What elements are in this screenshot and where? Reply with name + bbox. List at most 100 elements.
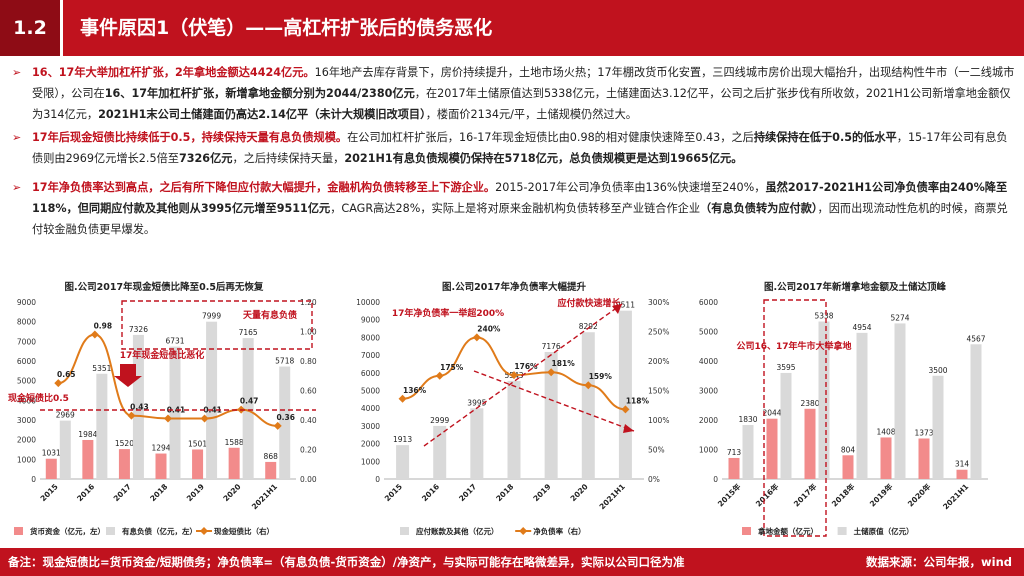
- x-tick-label: 2020: [221, 482, 242, 503]
- y-tick-label: 2000: [17, 436, 36, 445]
- bar: [118, 449, 130, 479]
- line-value-label: 159%: [589, 372, 613, 381]
- bar: [780, 372, 792, 479]
- bar-value-label: 4567: [966, 334, 985, 343]
- annotation-label: 天量有息负债: [243, 309, 297, 321]
- bullet-item: ➢ 16、17年大举加杠杆扩张，2年拿地金额达4424亿元。16年地产去库存背景下…: [8, 62, 1016, 125]
- bar-value-label: 2380: [800, 399, 819, 408]
- line-value-label: 0.36: [276, 413, 295, 422]
- x-tick-label: 2021H1: [598, 482, 627, 511]
- bar: [206, 321, 218, 479]
- legend-swatch: [14, 527, 23, 535]
- bar-value-label: 2999: [430, 416, 449, 425]
- bar-value-label: 7326: [129, 325, 148, 334]
- y2-tick-label: 100%: [648, 416, 669, 425]
- y-tick-label: 1000: [361, 457, 380, 466]
- x-tick-label: 2015: [39, 482, 60, 503]
- line-value-label: 176%: [514, 362, 538, 371]
- bar: [279, 366, 291, 479]
- y-tick-label: 0: [713, 475, 718, 484]
- y-tick-label: 9000: [361, 316, 380, 325]
- bar: [155, 453, 167, 479]
- footer-note: 备注：现金短债比=货币资金/短期债务；净负债率=（有息负债-货币资金）/净资产，…: [8, 555, 685, 569]
- chart-title: 图.公司2017年现金短债比降至0.5后再无恢复: [65, 281, 264, 293]
- bar: [169, 346, 181, 479]
- bullet-segment: 持续保持在低于0.5的低水平: [753, 131, 897, 144]
- y2-tick-label: 150%: [648, 387, 669, 396]
- bar: [856, 332, 868, 479]
- bullet-text: 17年后现金短债比持续低于0.5，持续保持天量有息负债规模。在公司加杠杆扩张后，…: [32, 131, 1008, 165]
- annotation-label: 17年现金短债比恶化: [120, 349, 205, 361]
- bar-value-label: 1913: [393, 435, 412, 444]
- y2-tick-label: 300%: [648, 298, 669, 307]
- line-value-label: 0.98: [94, 321, 113, 330]
- y-tick-label: 3000: [699, 387, 718, 396]
- legend-swatch: [742, 527, 751, 535]
- x-tick-label: 2020年: [905, 481, 932, 508]
- line-value-label: 175%: [440, 363, 464, 372]
- line-value-label: 0.43: [130, 403, 149, 412]
- chart-legend: 拿地金额（亿元） 土储原值（亿元）: [742, 526, 914, 536]
- y-tick-label: 8000: [361, 333, 380, 342]
- bar: [507, 380, 521, 479]
- chart-title: 图.公司2017年新增拿地金额及土储达顶峰: [764, 281, 947, 293]
- legend-label: 有息负债（亿元，左）: [122, 526, 197, 536]
- bar: [228, 447, 240, 479]
- bar: [96, 373, 108, 479]
- bullet-text: 16、17年大举加杠杆扩张，2年拿地金额达4424亿元。16年地产去库存背景下，…: [32, 66, 1014, 121]
- y2-tick-label: 0.20: [300, 446, 317, 455]
- bar-value-label: 1501: [188, 439, 207, 448]
- bar-value-label: 868: [264, 452, 279, 461]
- x-tick-label: 2019年: [867, 481, 894, 508]
- x-tick-label: 2017: [112, 482, 133, 503]
- line-value-label: 118%: [626, 396, 650, 405]
- legend-label: 拿地金额（亿元）: [757, 526, 818, 536]
- line-value-label: 0.65: [57, 370, 76, 379]
- bullet-segment: 16、17年加杠杆扩张，新增拿地金额分别为2044/2380亿元: [104, 87, 415, 100]
- y-tick-label: 7000: [361, 351, 380, 360]
- bar: [742, 425, 754, 479]
- y2-tick-label: 200%: [648, 357, 669, 366]
- y2-tick-label: 1.20: [300, 298, 317, 307]
- y2-tick-label: 250%: [648, 328, 669, 337]
- bar: [59, 420, 71, 479]
- bar-value-label: 2969: [56, 411, 75, 420]
- annotation-box: [763, 299, 827, 537]
- annotation-arrow-icon: [114, 364, 142, 387]
- bullet-segment: 2021H1有息负债规模仍保持在5718亿元，总负债规模更是达到19665亿元。: [344, 152, 743, 165]
- line-point: [584, 381, 593, 390]
- y-tick-label: 4000: [699, 357, 718, 366]
- bar-value-label: 2044: [762, 409, 781, 418]
- bar-value-label: 1373: [914, 428, 933, 437]
- arrowhead-icon: [623, 424, 634, 433]
- bullet-text: 17年净负债率达到高点，之后有所下降但应付款大幅提升，金融机构负债转移至上下游企…: [32, 181, 1008, 236]
- bar-value-label: 9511: [616, 301, 635, 310]
- line-point: [127, 411, 136, 420]
- bar: [544, 351, 558, 479]
- bar: [470, 408, 484, 479]
- legend-label: 货币资金（亿元，左）: [29, 526, 105, 536]
- y-tick-label: 5000: [361, 387, 380, 396]
- chart-legend: 货币资金（亿元，左） 有息负债（亿元，左） 现金短债比（右）: [14, 526, 274, 536]
- y-tick-label: 2000: [361, 440, 380, 449]
- bar-value-label: 5718: [275, 357, 294, 366]
- y-tick-label: 0: [375, 475, 380, 484]
- bullet-arrow-icon: ➢: [12, 181, 22, 194]
- x-tick-label: 2018: [148, 482, 169, 503]
- bullet-segment: ，CAGR高达28%，实际上是将对原来金融机构负债转移至产业链合作企业: [330, 202, 701, 215]
- y-tick-label: 6000: [361, 369, 380, 378]
- bar-value-label: 1408: [876, 427, 895, 436]
- bar: [728, 457, 740, 479]
- bar: [842, 455, 854, 479]
- bar-value-label: 5351: [92, 364, 111, 373]
- x-tick-label: 2019: [531, 482, 552, 503]
- bar: [918, 438, 930, 479]
- legend-label: 土储原值（亿元）: [854, 526, 914, 536]
- bar: [581, 332, 595, 479]
- chart-land-acquisition: 图.公司2017年新增拿地金额及土储达顶峰 0 1000 2000 3000 4000 5…: [699, 281, 988, 537]
- bullet-segment: ，楼面价2134元/平，土储规模仍然过大。: [425, 108, 637, 121]
- line-point: [398, 394, 407, 403]
- section-number: 1.2: [0, 0, 60, 56]
- bar-value-label: 4954: [852, 323, 871, 332]
- slide-header: 1.2 事件原因1（伏笔）——高杠杆扩张后的债务恶化: [0, 0, 1024, 56]
